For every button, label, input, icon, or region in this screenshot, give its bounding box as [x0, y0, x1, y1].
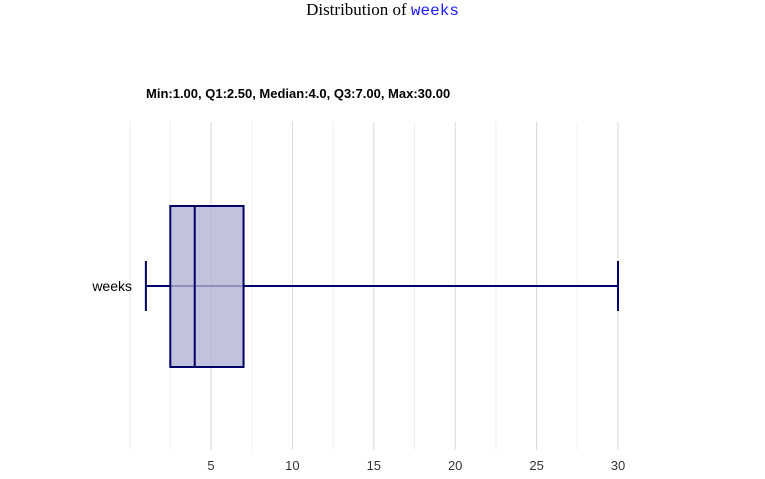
x-tick-label: 10: [285, 458, 299, 473]
x-tick-label: 15: [367, 458, 381, 473]
summary-stats: Min:1.00, Q1:2.50, Median:4.0, Q3:7.00, …: [146, 86, 451, 101]
title-prefix: Distribution of: [306, 0, 411, 19]
x-tick-label: 25: [529, 458, 543, 473]
y-category-label: weeks: [91, 278, 132, 294]
x-tick-label: 20: [448, 458, 462, 473]
page-title: Distribution of weeks: [0, 0, 765, 22]
x-tick-label: 30: [611, 458, 625, 473]
iqr-box: [169, 205, 245, 368]
title-variable: weeks: [410, 2, 459, 20]
x-tick-label: 5: [207, 458, 214, 473]
